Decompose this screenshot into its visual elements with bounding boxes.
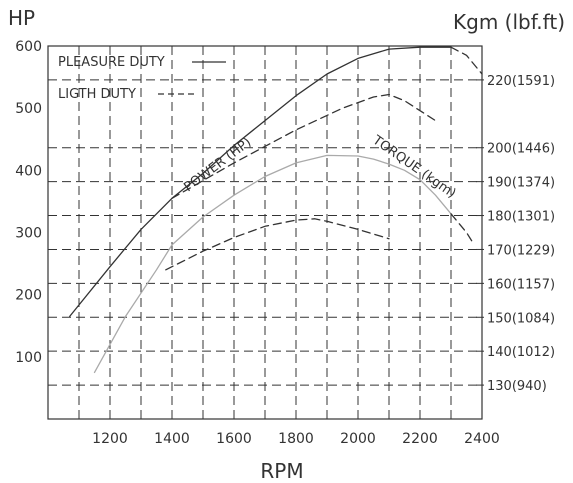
- legend-label-pleasure-duty: PLEASURE DUTY: [58, 55, 165, 70]
- y-right-tick-label: 170(1229): [487, 243, 555, 258]
- y-left-tick-label: 600: [15, 39, 42, 55]
- y-right-tick-label: 180(1301): [487, 210, 555, 225]
- y-left-tick-label: 300: [15, 226, 42, 242]
- x-tick-label: 1400: [154, 431, 190, 447]
- y-right-tick-label: 130(940): [487, 379, 547, 394]
- annotation-power: POWER (HP): [181, 135, 254, 195]
- x-axis-ticks: 1200 1400 1600 1800 2000 2200 2400: [92, 431, 500, 447]
- x-axis-title: RPM: [260, 459, 303, 483]
- y-left-tick-label: 400: [15, 163, 42, 179]
- series-line-4: [450, 213, 475, 246]
- right-axis-ticks: 130(940) 140(1012) 150(1084) 160(1157) 170(1…: [476, 74, 555, 394]
- x-tick-label: 1200: [92, 431, 128, 447]
- annotation-torque: TORQUE (kgm): [369, 132, 459, 201]
- legend: PLEASURE DUTY LIGTH DUTY: [58, 55, 226, 102]
- right-axis-title: Kgm (lbf.ft): [453, 10, 565, 34]
- series-line-0: [69, 46, 452, 318]
- left-axis-ticks: 100 200 300 400 500 600: [15, 39, 42, 366]
- y-right-tick-label: 220(1591): [487, 74, 555, 89]
- x-tick-label: 1600: [216, 431, 252, 447]
- y-right-tick-label: 140(1012): [487, 345, 555, 360]
- y-right-tick-label: 200(1446): [487, 142, 555, 157]
- y-right-tick-label: 160(1157): [487, 277, 555, 292]
- series-line-5: [165, 218, 390, 271]
- plot-frame: [47, 45, 483, 420]
- y-left-tick-label: 100: [15, 350, 42, 366]
- series-line-2: [171, 93, 437, 199]
- y-right-tick-label: 150(1084): [487, 311, 555, 326]
- x-tick-label: 1800: [278, 431, 314, 447]
- y-right-tick-label: 190(1374): [487, 176, 555, 191]
- left-axis-title: HP: [8, 6, 35, 30]
- x-tick-label: 2200: [402, 431, 438, 447]
- legend-label-ligth-duty: LIGTH DUTY: [58, 87, 136, 102]
- x-tick-label: 2000: [340, 431, 376, 447]
- grid: [48, 46, 482, 419]
- series-line-3: [93, 154, 452, 374]
- x-tick-label: 2400: [464, 431, 500, 447]
- series: [69, 46, 483, 374]
- y-left-tick-label: 500: [15, 101, 42, 117]
- y-left-tick-label: 200: [15, 288, 42, 304]
- series-line-1: [450, 46, 483, 75]
